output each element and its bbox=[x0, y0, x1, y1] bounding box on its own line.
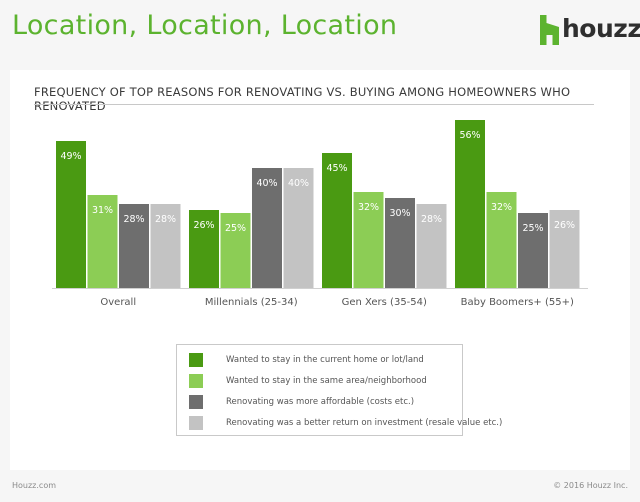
bar-value-label: 30% bbox=[389, 208, 410, 219]
legend-item: Wanted to stay in the same area/neighbor… bbox=[189, 374, 427, 388]
bar bbox=[486, 192, 517, 288]
bar-value-label: 45% bbox=[326, 163, 347, 174]
bar-value-label: 40% bbox=[288, 178, 309, 189]
category-label: Baby Boomers+ (55+) bbox=[461, 297, 574, 308]
bar bbox=[189, 210, 219, 288]
bar-value-label: 49% bbox=[60, 151, 81, 162]
houzz-logo: houzz bbox=[540, 14, 640, 46]
bar-value-label: 26% bbox=[554, 220, 575, 231]
bar bbox=[455, 120, 485, 288]
category-label: Gen Xers (35-54) bbox=[342, 297, 427, 308]
legend-label: Wanted to stay in the current home or lo… bbox=[226, 355, 424, 365]
bar bbox=[87, 195, 118, 288]
footer-source: Houzz.com bbox=[12, 481, 57, 490]
bar-value-label: 28% bbox=[123, 214, 144, 225]
category-label: Overall bbox=[100, 297, 136, 308]
legend-item: Wanted to stay in the current home or lo… bbox=[189, 353, 424, 367]
bar bbox=[385, 198, 415, 288]
title-divider bbox=[34, 104, 594, 105]
bar-value-label: 25% bbox=[225, 223, 246, 234]
bar bbox=[150, 204, 181, 288]
category-label: Millennials (25-34) bbox=[205, 297, 298, 308]
bar-value-label: 32% bbox=[358, 202, 379, 213]
bar-value-label: 32% bbox=[491, 202, 512, 213]
houzz-logo-text: houzz bbox=[562, 14, 640, 43]
bar-value-label: 31% bbox=[92, 205, 113, 216]
bar bbox=[56, 141, 86, 288]
legend: Wanted to stay in the current home or lo… bbox=[176, 344, 502, 436]
bar-value-label: 26% bbox=[193, 220, 214, 231]
houzz-logo-icon bbox=[540, 15, 559, 45]
legend-label: Renovating was a better return on invest… bbox=[226, 418, 503, 428]
legend-label: Wanted to stay in the same area/neighbor… bbox=[226, 376, 427, 386]
bar bbox=[416, 204, 447, 288]
bar bbox=[353, 192, 384, 288]
legend-swatch bbox=[189, 353, 203, 367]
bar-value-label: 28% bbox=[155, 214, 176, 225]
bar bbox=[518, 213, 548, 288]
bar bbox=[220, 213, 251, 288]
legend-item: Renovating was a better return on invest… bbox=[189, 416, 502, 430]
footer-copyright: © 2016 Houzz Inc. bbox=[553, 481, 628, 490]
bar bbox=[252, 168, 282, 288]
bar-value-label: 25% bbox=[522, 223, 543, 234]
bar bbox=[322, 153, 352, 288]
bar bbox=[549, 210, 580, 288]
legend-swatch bbox=[189, 374, 203, 388]
legend-item: Renovating was more affordable (costs et… bbox=[189, 395, 414, 409]
bar-value-label: 56% bbox=[459, 130, 480, 141]
page-title: Location, Location, Location bbox=[12, 10, 398, 41]
bar bbox=[283, 168, 314, 288]
bar-value-label: 40% bbox=[256, 178, 277, 189]
legend-swatch bbox=[189, 416, 203, 430]
bar-value-label: 28% bbox=[421, 214, 442, 225]
bar bbox=[119, 204, 149, 288]
chart-title: FREQUENCY OF TOP REASONS FOR RENOVATING … bbox=[34, 85, 571, 113]
legend-swatch bbox=[189, 395, 203, 409]
legend-label: Renovating was more affordable (costs et… bbox=[226, 397, 415, 407]
